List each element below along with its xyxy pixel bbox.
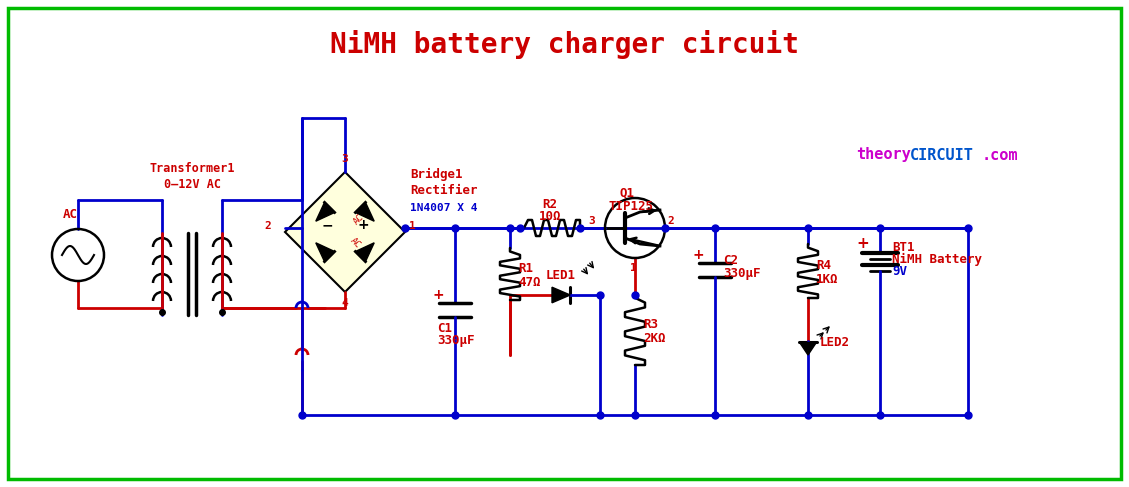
Text: 330μF: 330μF (437, 334, 474, 347)
Polygon shape (316, 202, 334, 221)
Text: AC: AC (348, 236, 362, 250)
Text: −: − (321, 218, 333, 232)
Text: LED2: LED2 (820, 336, 850, 349)
Text: AC: AC (62, 208, 78, 221)
Text: AC: AC (352, 212, 366, 226)
Text: 0‒12V AC: 0‒12V AC (164, 178, 220, 191)
Text: 1: 1 (630, 263, 637, 273)
Text: +: + (434, 288, 445, 302)
Text: 10Ω: 10Ω (539, 210, 561, 223)
Text: CIRCUIT: CIRCUIT (910, 148, 974, 163)
Text: Q1: Q1 (620, 186, 634, 199)
Polygon shape (799, 342, 816, 355)
Polygon shape (552, 287, 570, 303)
Text: 9V: 9V (892, 265, 907, 278)
Text: 2: 2 (667, 216, 674, 226)
Text: 1N4007 X 4: 1N4007 X 4 (410, 203, 478, 213)
Text: LED1: LED1 (546, 269, 576, 282)
Text: R2: R2 (543, 198, 558, 211)
Text: Transformer1: Transformer1 (149, 162, 235, 175)
Polygon shape (316, 243, 334, 262)
Text: Bridge1: Bridge1 (410, 168, 463, 181)
Text: 1KΩ: 1KΩ (816, 273, 839, 286)
Text: R3: R3 (644, 318, 658, 331)
Text: 2KΩ: 2KΩ (644, 332, 665, 345)
Text: 3: 3 (342, 154, 349, 164)
Text: TIP125: TIP125 (609, 200, 654, 213)
Text: Rectifier: Rectifier (410, 184, 478, 197)
Text: NiMH Battery: NiMH Battery (892, 253, 982, 266)
Polygon shape (356, 202, 374, 221)
Text: 4: 4 (342, 298, 349, 308)
Text: NiMH battery charger circuit: NiMH battery charger circuit (330, 30, 798, 59)
Polygon shape (285, 172, 405, 292)
Text: C1: C1 (437, 322, 452, 335)
Text: 2: 2 (264, 221, 271, 231)
Text: R4: R4 (816, 259, 831, 272)
Text: .com: .com (982, 148, 1018, 163)
Text: +: + (856, 236, 868, 251)
Text: C2: C2 (723, 254, 738, 267)
Polygon shape (356, 243, 374, 262)
Text: +: + (357, 218, 369, 232)
Text: R1: R1 (518, 262, 533, 275)
Text: BT1: BT1 (892, 241, 914, 254)
Text: 47Ω: 47Ω (518, 276, 541, 289)
Text: 330μF: 330μF (723, 267, 761, 280)
Text: 3: 3 (588, 216, 595, 226)
Text: 1: 1 (409, 221, 415, 231)
Text: +: + (693, 248, 704, 262)
Text: theory: theory (856, 148, 911, 163)
